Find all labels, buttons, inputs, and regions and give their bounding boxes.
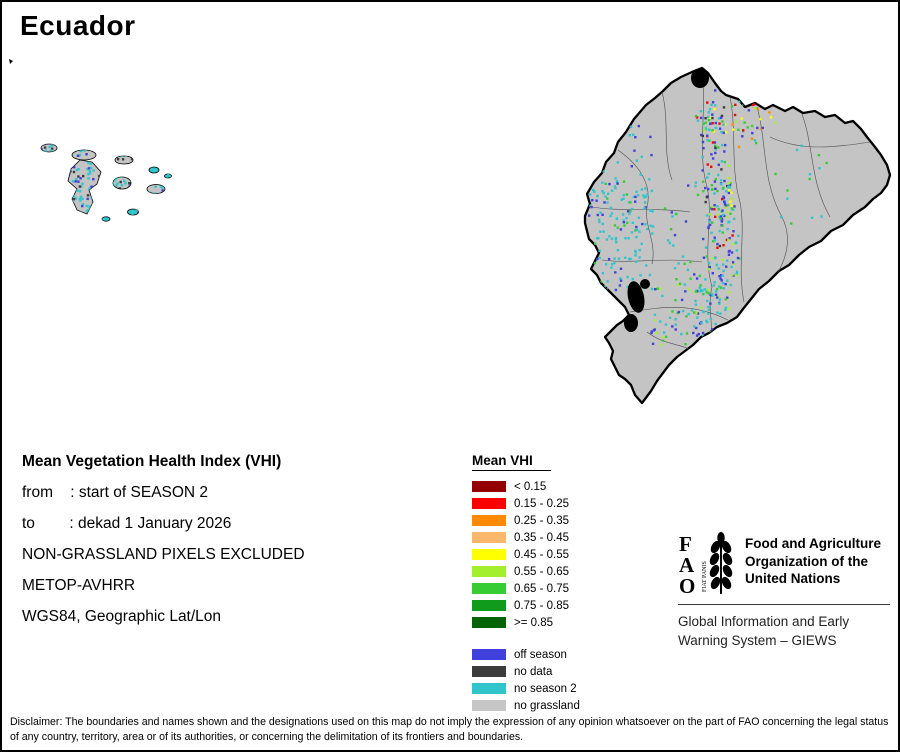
legend-extra-classes: off season no data no season 2 no grassland — [472, 646, 580, 714]
giews-line: Global Information and Early — [678, 614, 850, 629]
legend-swatch — [472, 549, 506, 560]
legend-swatch — [472, 481, 506, 492]
legend-swatch — [472, 700, 506, 711]
legend-label: no grassland — [514, 699, 580, 712]
fao-org-line: Organization of the — [745, 553, 868, 569]
legend-label: 0.45 - 0.55 — [514, 548, 569, 561]
fao-org-line: Food and Agriculture — [745, 536, 881, 551]
info-line-proj: WGS84, Geographic Lat/Lon — [22, 608, 222, 625]
legend-swatch — [472, 532, 506, 543]
fao-logo: F A O FIAT PANIS — [679, 532, 733, 596]
ecuador-mainland — [583, 66, 892, 405]
legend-row: off season — [472, 646, 580, 663]
info-line-from: from : start of SEASON 2 — [22, 484, 209, 501]
legend-swatch — [472, 515, 506, 526]
page-title: Ecuador — [20, 10, 136, 41]
legend-label: 0.15 - 0.25 — [514, 497, 569, 510]
legend-label: 0.25 - 0.35 — [514, 514, 569, 527]
legend-row: no grassland — [472, 697, 580, 714]
legend-row: 0.75 - 0.85 — [472, 597, 580, 614]
legend-row: 0.25 - 0.35 — [472, 512, 580, 529]
vhi-legend: Mean VHI < 0.15 0.15 - 0.25 0.25 - 0.35 0.3… — [472, 452, 580, 714]
info-heading: Mean Vegetation Health Index (VHI) — [22, 453, 282, 470]
legend-swatch — [472, 617, 506, 628]
legend-swatch — [472, 683, 506, 694]
small-island — [9, 59, 13, 64]
legend-row: 0.35 - 0.45 — [472, 529, 580, 546]
legend-label: 0.65 - 0.75 — [514, 582, 569, 595]
legend-label: no season 2 — [514, 682, 577, 695]
vhi-pixels — [588, 89, 828, 350]
legend-swatch — [472, 566, 506, 577]
legend-label: 0.35 - 0.45 — [514, 531, 569, 544]
fao-org-name: Food and Agriculture Organization of the… — [745, 532, 881, 596]
fao-org-line: United Nations — [745, 571, 841, 586]
info-line-sensor: METOP-AVHRR — [22, 577, 136, 594]
fao-separator — [678, 604, 890, 605]
legend-row: no data — [472, 663, 580, 680]
legend-label: 0.75 - 0.85 — [514, 599, 569, 612]
giews-line: Warning System – GIEWS — [678, 633, 837, 648]
legend-swatch — [472, 583, 506, 594]
legend-row: 0.65 - 0.75 — [472, 580, 580, 597]
legend-swatch — [472, 649, 506, 660]
legend-row: 0.45 - 0.55 — [472, 546, 580, 563]
fao-block: F A O FIAT PANIS — [678, 532, 890, 650]
fao-logo-letter: F — [679, 532, 692, 556]
legend-label: < 0.15 — [514, 480, 547, 493]
legend-row: < 0.15 — [472, 478, 580, 495]
info-line-mask: NON-GRASSLAND PIXELS EXCLUDED — [22, 546, 305, 563]
legend-swatch — [472, 666, 506, 677]
fao-logo-motto: FIAT PANIS — [702, 561, 708, 592]
disclaimer: Disclaimer: The boundaries and names sho… — [10, 716, 889, 743]
info-line-to: to : dekad 1 January 2026 — [22, 515, 232, 532]
legend-label: no data — [514, 665, 553, 678]
island-vhi-pixels — [41, 144, 172, 222]
legend-label: 0.55 - 0.65 — [514, 565, 569, 578]
guayaquil-estuary — [624, 279, 650, 332]
legend-row: 0.15 - 0.25 — [472, 495, 580, 512]
legend-label: >= 0.85 — [514, 616, 554, 629]
legend-row: no season 2 — [472, 680, 580, 697]
no-data-area — [691, 68, 709, 88]
fao-logo-letter: O — [679, 574, 695, 596]
fao-logo-letter: A — [679, 553, 695, 577]
map-info-block: Mean Vegetation Health Index (VHI) from … — [22, 453, 305, 639]
legend-classes: < 0.15 0.15 - 0.25 0.25 - 0.35 0.35 - 0.45 0… — [472, 478, 580, 631]
galapagos-archipelago — [9, 59, 172, 222]
legend-label: off season — [514, 648, 567, 661]
giews-name: Global Information and Early Warning Sys… — [678, 612, 890, 650]
wheat-ear-icon — [709, 532, 733, 594]
legend-swatch — [472, 600, 506, 611]
legend-heading: Mean VHI — [472, 453, 551, 471]
legend-row: 0.55 - 0.65 — [472, 563, 580, 580]
legend-row: >= 0.85 — [472, 614, 580, 631]
legend-swatch — [472, 498, 506, 509]
